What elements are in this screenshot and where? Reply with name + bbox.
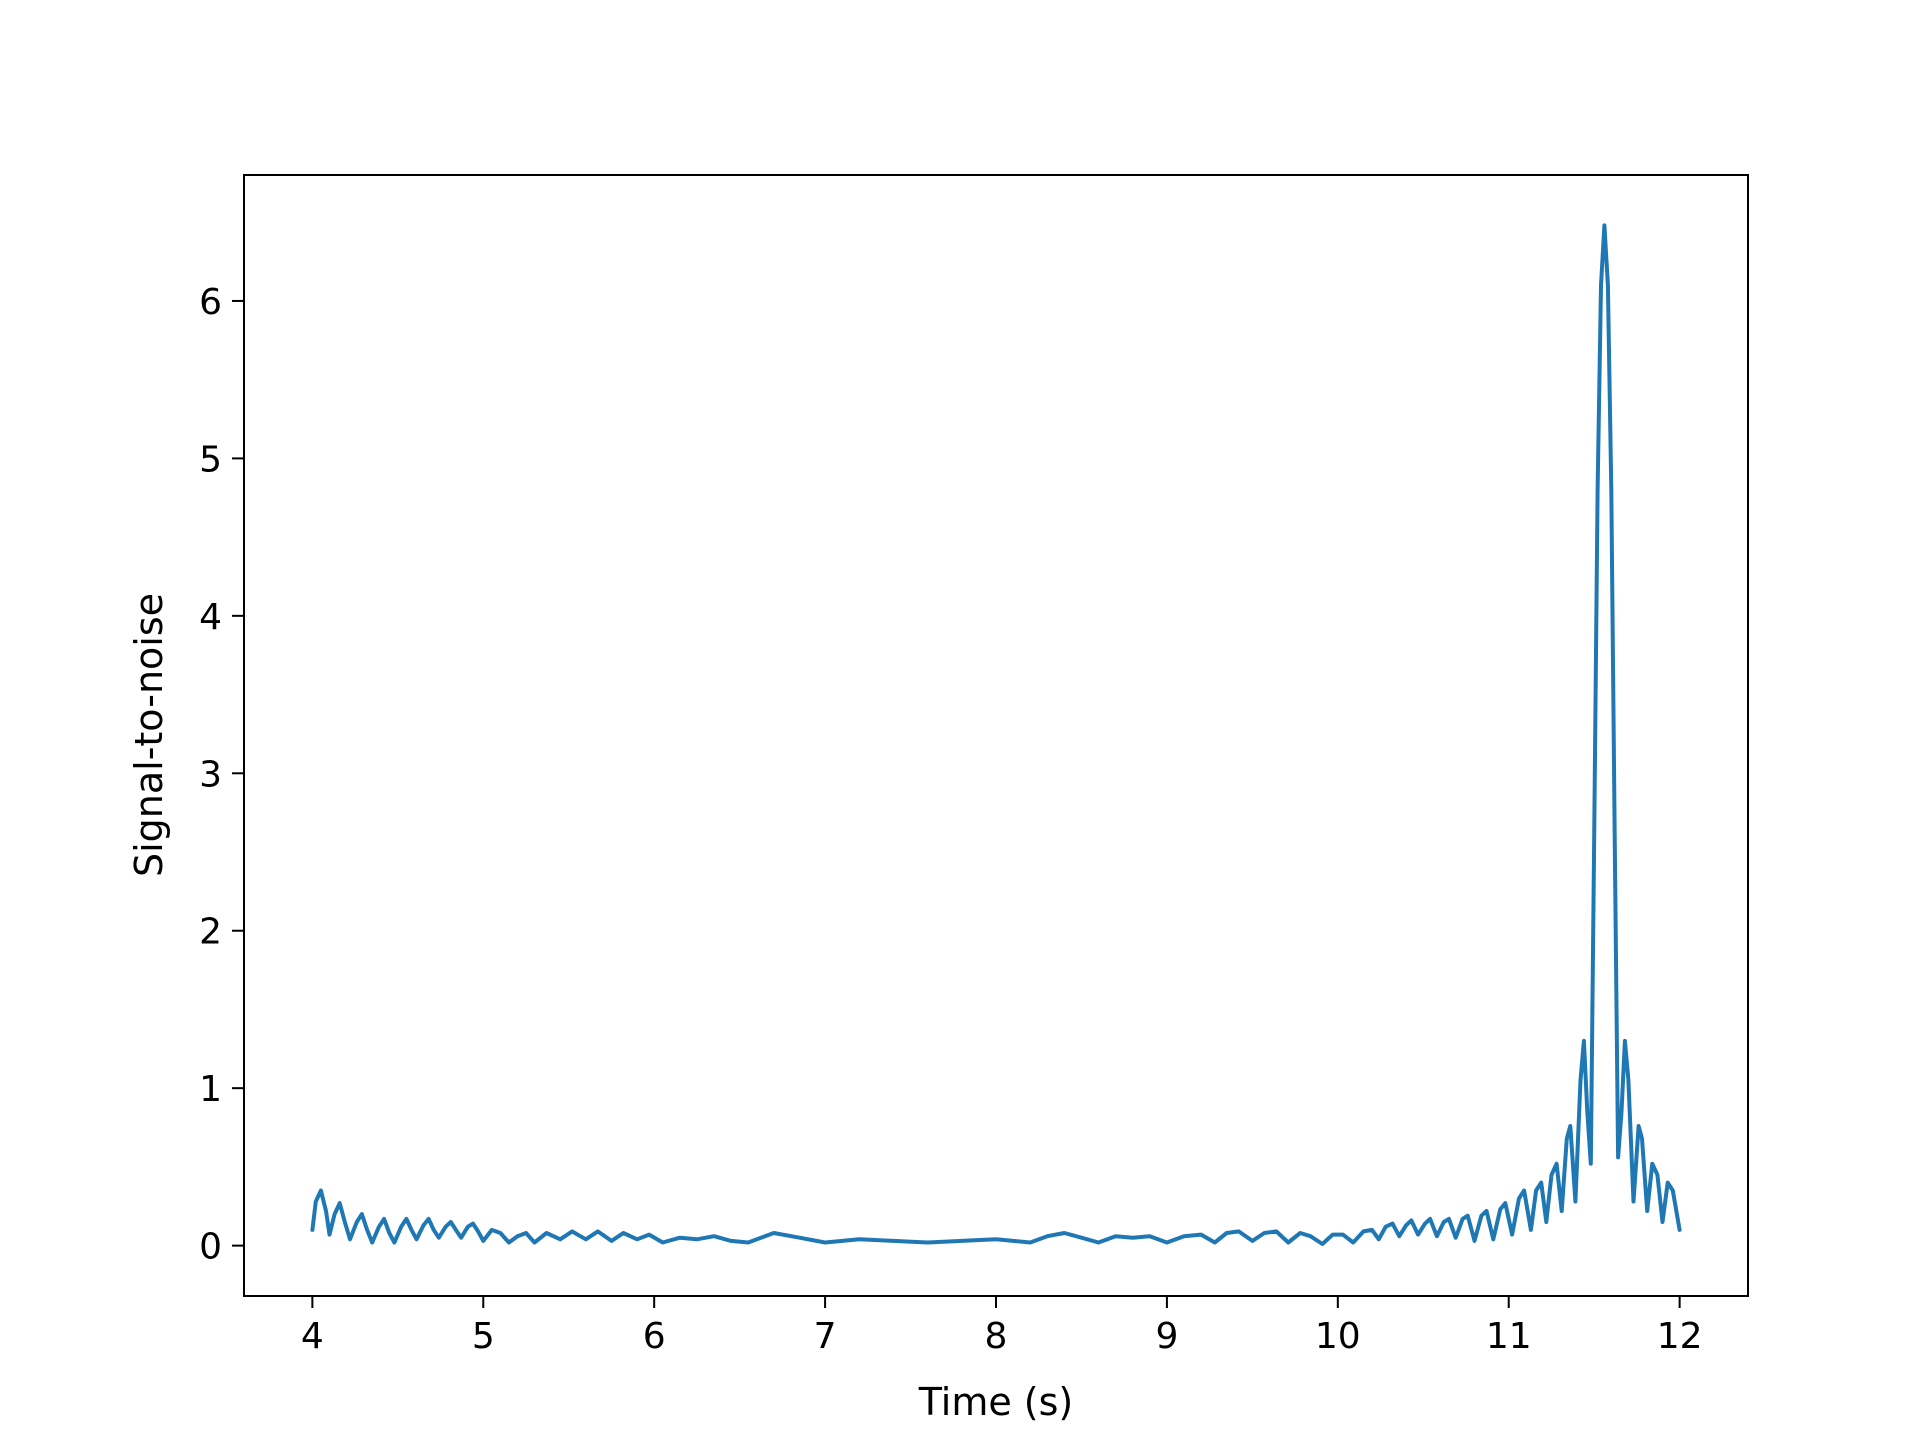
y-tick-label: 6	[199, 282, 222, 323]
x-tick-label: 11	[1486, 1316, 1532, 1357]
x-tick-label: 4	[301, 1316, 324, 1357]
x-tick-label: 8	[985, 1316, 1008, 1357]
x-tick-label: 10	[1315, 1316, 1361, 1357]
y-tick-label: 1	[199, 1069, 222, 1110]
x-axis: 4 5 6 7 8 9 10 11 12	[301, 1296, 1703, 1357]
y-tick-label: 2	[199, 912, 222, 953]
y-tick-label: 3	[199, 754, 222, 795]
y-axis-label: Signal-to-noise	[127, 593, 171, 877]
x-tick-label: 6	[643, 1316, 666, 1357]
y-axis: 0 1 2 3 4 5 6	[199, 282, 244, 1268]
series-line	[310, 223, 1682, 1246]
y-tick-label: 5	[199, 439, 222, 480]
x-tick-label: 5	[472, 1316, 495, 1357]
x-tick-label: 7	[814, 1316, 837, 1357]
plot-layer	[310, 223, 1682, 1246]
x-tick-label: 12	[1657, 1316, 1703, 1357]
x-axis-label: Time (s)	[918, 1380, 1074, 1424]
x-tick-label: 9	[1155, 1316, 1178, 1357]
y-tick-label: 4	[199, 597, 222, 638]
y-tick-label: 0	[199, 1227, 222, 1268]
